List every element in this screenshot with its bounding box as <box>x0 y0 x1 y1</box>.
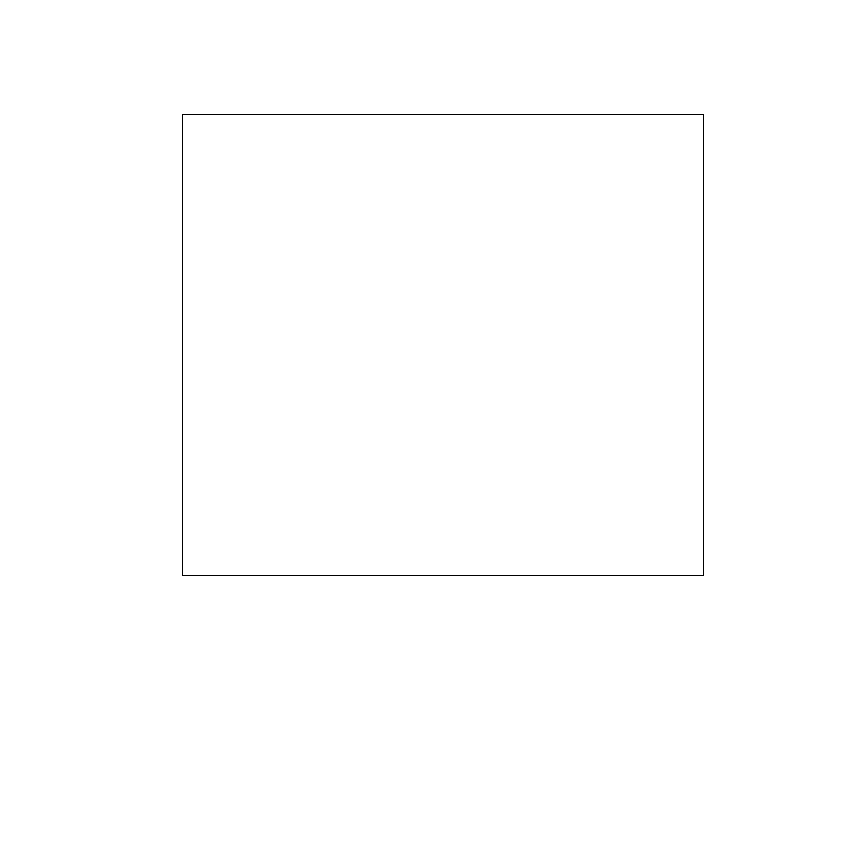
adi-map-canvas <box>183 115 703 575</box>
map-frame <box>182 114 704 576</box>
footer <box>195 809 207 850</box>
run-metadata <box>558 10 570 94</box>
